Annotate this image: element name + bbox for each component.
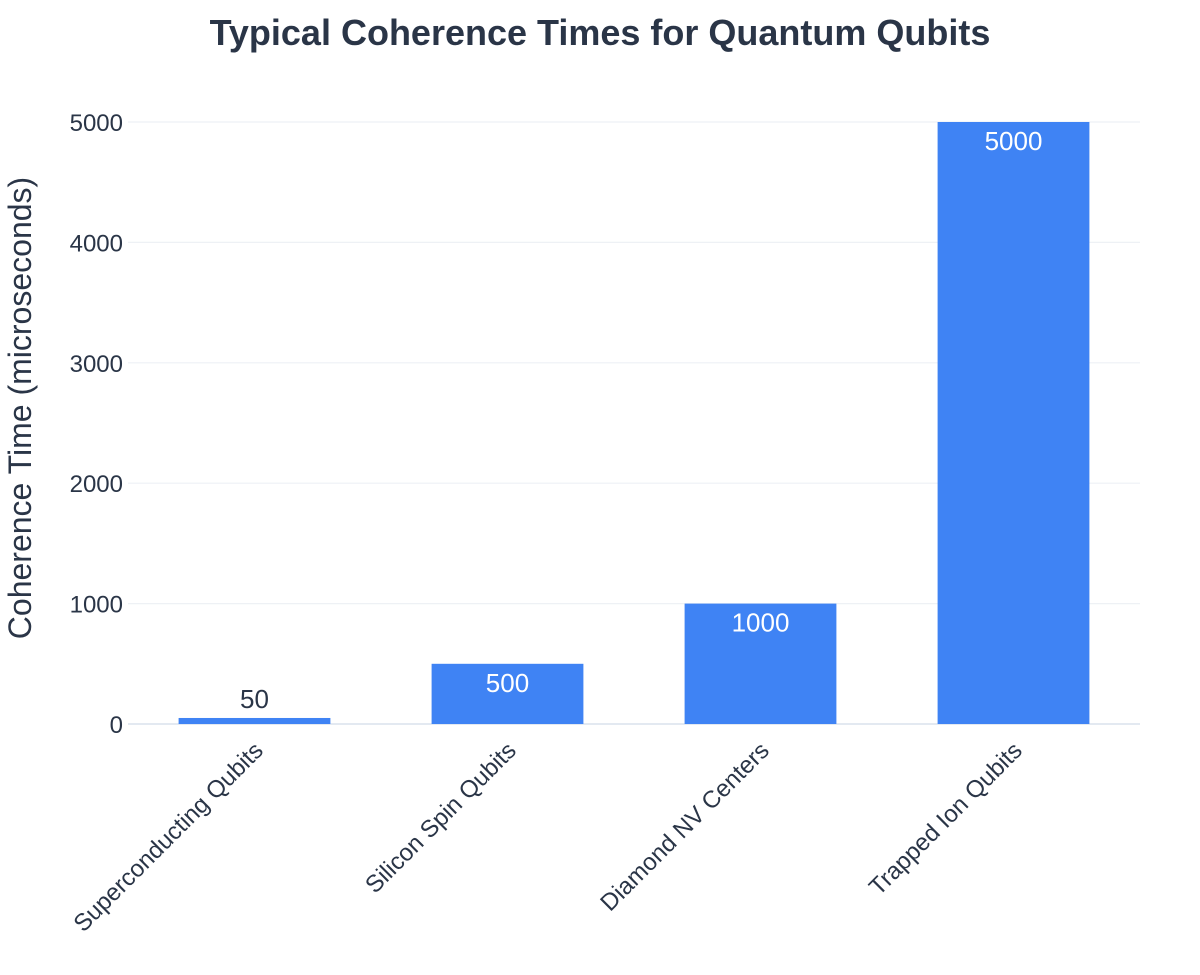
y-axis-ticks: 0 1000 2000 3000 4000 5000 — [70, 110, 123, 739]
data-label: 1000 — [732, 608, 790, 638]
bars — [178, 122, 1090, 724]
bar — [431, 663, 584, 724]
x-tick-label: Diamond NV Centers — [595, 737, 774, 916]
bar — [684, 603, 837, 724]
y-tick-label: 0 — [110, 712, 123, 739]
y-axis-label: Coherence Time (microseconds) — [2, 177, 38, 639]
data-label: 5000 — [985, 126, 1043, 156]
data-label: 500 — [486, 668, 529, 698]
y-tick-label: 4000 — [70, 230, 123, 257]
x-tick-label: Silicon Spin Qubits — [360, 737, 522, 899]
bar — [937, 122, 1090, 724]
data-label: 50 — [240, 684, 269, 714]
data-labels: 50 500 1000 5000 — [240, 126, 1042, 714]
chart-title: Typical Coherence Times for Quantum Qubi… — [210, 12, 991, 53]
y-tick-label: 5000 — [70, 110, 123, 137]
x-tick-label: Superconducting Qubits — [69, 737, 269, 937]
y-tick-label: 3000 — [70, 351, 123, 378]
x-tick-label: Trapped Ion Qubits — [864, 737, 1028, 901]
x-axis-ticks: Superconducting Qubits Silicon Spin Qubit… — [69, 737, 1028, 937]
bar — [178, 717, 331, 724]
y-tick-label: 2000 — [70, 471, 123, 498]
y-tick-label: 1000 — [70, 592, 123, 619]
